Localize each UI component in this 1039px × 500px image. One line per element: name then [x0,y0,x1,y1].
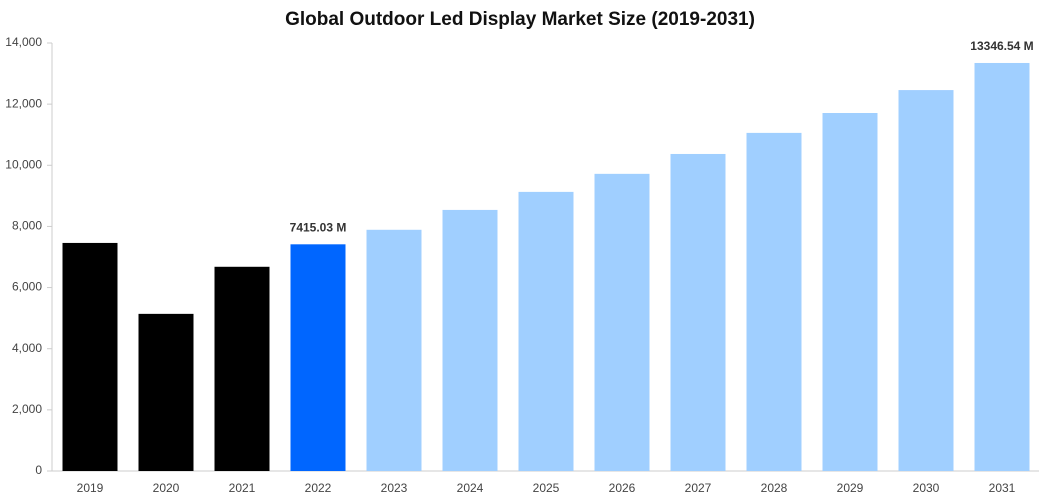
x-tick-label: 2024 [457,481,484,495]
y-tick-label: 8,000 [12,219,42,233]
x-tick-label: 2030 [913,481,940,495]
y-tick-label: 4,000 [12,341,42,355]
x-tick-label: 2025 [533,481,560,495]
x-tick-label: 2023 [381,481,408,495]
y-tick-label: 12,000 [5,96,42,110]
bar [518,191,574,471]
y-tick-label: 10,000 [5,157,42,171]
bar [822,113,878,471]
bar [974,62,1030,472]
bar [62,242,118,471]
bar [746,132,802,471]
x-tick-label: 2020 [153,481,180,495]
bar [290,244,346,471]
bar [594,173,650,472]
y-tick-label: 0 [35,463,42,477]
bar [442,209,498,472]
x-tick-label: 2019 [77,481,104,495]
x-tick-label: 2021 [229,481,256,495]
x-tick-label: 2028 [761,481,788,495]
x-tick-label: 2027 [685,481,712,495]
bar [214,266,270,471]
x-tick-label: 2026 [609,481,636,495]
bar [138,313,194,471]
value-label: 7415.03 M [290,220,347,234]
bar [670,153,726,471]
value-label: 13346.54 M [970,39,1033,53]
y-tick-label: 6,000 [12,280,42,294]
x-tick-label: 2029 [837,481,864,495]
y-tick-label: 14,000 [5,35,42,49]
bar [366,229,422,471]
bar [898,90,954,471]
y-tick-label: 2,000 [12,402,42,416]
x-tick-label: 2022 [305,481,332,495]
chart-title: Global Outdoor Led Display Market Size (… [285,9,755,30]
x-tick-label: 2031 [989,481,1016,495]
